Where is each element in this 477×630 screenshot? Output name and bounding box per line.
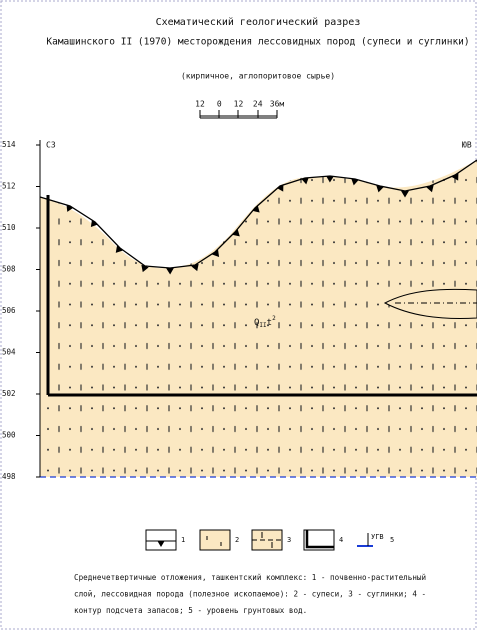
legend-number: 5 (390, 536, 394, 544)
scale-label: 36м (270, 100, 285, 109)
scale-label: 0 (217, 100, 222, 109)
direction-label: ЮВ (462, 141, 472, 150)
scale-bar (200, 110, 277, 118)
legend-number: 3 (287, 536, 291, 544)
elevation-label: 510 (2, 223, 16, 232)
legend-number: 1 (181, 536, 185, 544)
scale-label: 12 (195, 100, 205, 109)
scale-label: 24 (253, 100, 263, 109)
elevation-label: 508 (2, 265, 16, 274)
title-line2: Камашинского II (1970) месторождения лес… (46, 37, 469, 48)
elevation-label: 504 (2, 348, 16, 357)
elevation-label: 500 (2, 431, 16, 440)
legend-water-label: УГВ (371, 533, 384, 541)
elevation-label: 512 (2, 182, 16, 191)
caption-line: Среднечетвертичные отложения, ташкентски… (74, 573, 426, 582)
legend-number: 4 (339, 536, 343, 544)
title: Схематический геологический разрез (156, 16, 361, 28)
elevation-label: 502 (2, 389, 16, 398)
unit-sup: 2 (272, 315, 276, 322)
caption-line: слой, лессовидная порода (полезное ископ… (74, 590, 426, 599)
caption-line: контур подсчета запасов; 5 - уровень гру… (74, 606, 307, 615)
subtitle: (кирпичное, аглопоритовое сырье) (181, 72, 335, 81)
legend-number: 2 (235, 536, 239, 544)
elevation-label: 498 (2, 472, 16, 481)
elevation-label: 506 (2, 306, 16, 315)
direction-label: СЗ (46, 141, 56, 150)
scale-label: 12 (234, 100, 244, 109)
elevation-label: 514 (2, 140, 16, 149)
page: Схематический геологический разрез Камаш… (0, 0, 477, 630)
